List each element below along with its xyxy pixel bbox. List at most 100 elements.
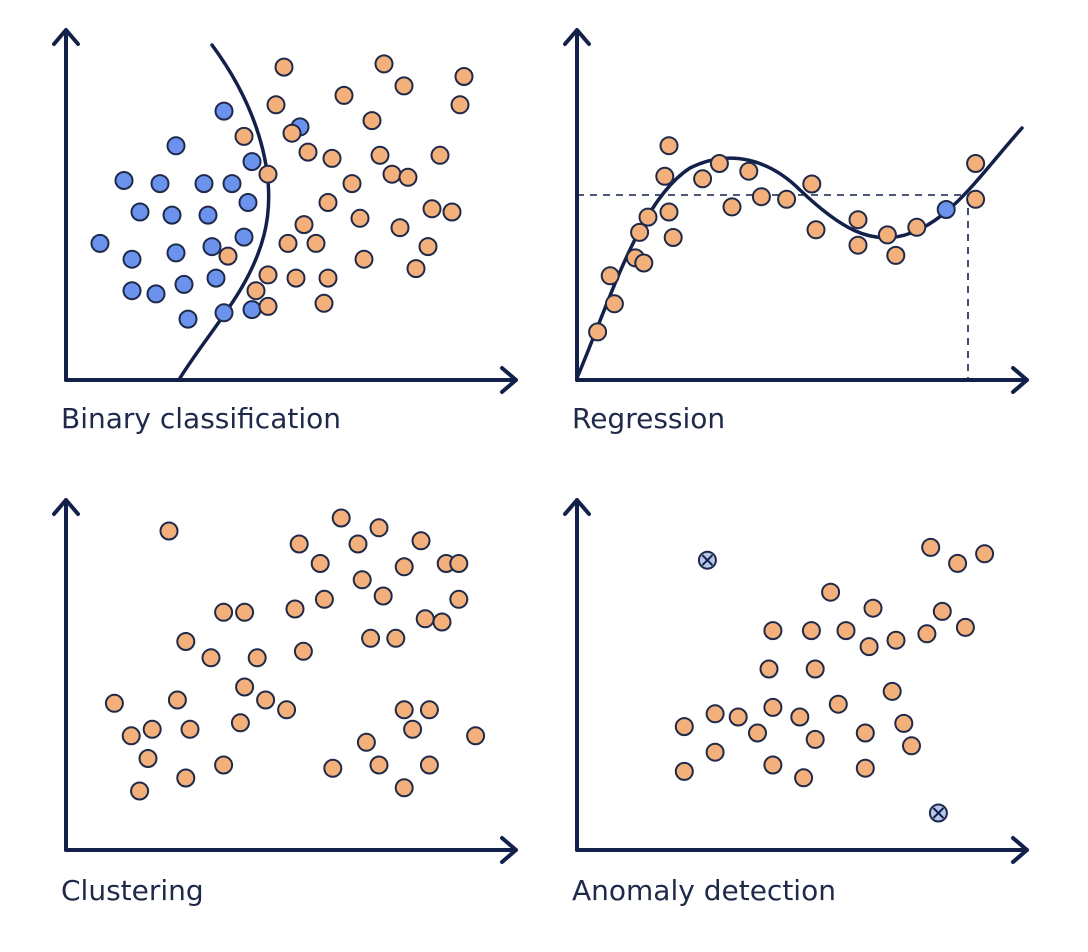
binary-point-orange-42: [334, 85, 354, 105]
clustering-point-orange-4: [130, 781, 150, 801]
clustering-point-orange-25: [348, 534, 368, 554]
binary-point-orange-54: [418, 237, 438, 257]
regression-y-axis: [563, 28, 591, 382]
binary-point-orange-53: [406, 259, 426, 279]
anomaly-caption: Anomaly detection: [572, 874, 836, 907]
regression-point-orange-5: [638, 207, 658, 227]
regression-point-orange-14: [739, 161, 759, 181]
binary-point-orange-48: [374, 54, 394, 74]
decision-boundary: [178, 43, 271, 380]
anomaly-point-orange-19: [855, 758, 875, 778]
regression-point-orange-15: [751, 187, 771, 207]
binary-point-orange-30: [258, 296, 278, 316]
anomaly-point-orange-23: [886, 630, 906, 650]
clustering-point-orange-15: [247, 648, 267, 668]
clustering-caption: Clustering: [61, 874, 204, 907]
panel-clustering: Clustering: [52, 498, 518, 907]
binary-point-blue-3: [122, 249, 142, 269]
clustering-point-orange-43: [403, 719, 423, 739]
panel-anomaly-detection: Anomaly detection: [563, 498, 1029, 907]
clustering-point-orange-35: [432, 612, 452, 632]
binary-point-orange-45: [354, 249, 374, 269]
anomaly-point-orange-11: [790, 707, 810, 727]
clustering-point-orange-21: [289, 534, 309, 554]
regression-point-orange-0: [588, 322, 608, 342]
clustering-point-orange-12: [230, 713, 250, 733]
clustering-point-orange-42: [419, 755, 439, 775]
clustering-point-orange-14: [235, 602, 255, 622]
binary-point-blue-14: [202, 237, 222, 257]
regression-point-orange-20: [848, 235, 868, 255]
clustering-point-orange-46: [449, 554, 469, 573]
regression-point-orange-4: [630, 222, 650, 242]
binary-point-blue-7: [166, 136, 186, 156]
binary-point-blue-21: [242, 152, 262, 172]
anomaly-point-orange-2: [705, 742, 725, 762]
clustering-point-orange-37: [323, 758, 343, 778]
anomaly-y-axis: [563, 498, 591, 852]
binary-point-blue-12: [194, 174, 214, 194]
anomaly-point-orange-8: [759, 659, 779, 679]
anomaly-points: [674, 537, 995, 823]
clustering-point-orange-31: [394, 557, 414, 577]
regression-point-orange-17: [802, 174, 822, 194]
clustering-point-orange-9: [201, 648, 221, 668]
binary-point-blue-22: [242, 300, 262, 320]
anomaly-point-orange-7: [763, 755, 783, 775]
regression-curve: [575, 126, 1024, 380]
clustering-point-orange-27: [361, 628, 381, 648]
binary-point-orange-26: [246, 281, 266, 301]
binary-point-orange-44: [350, 208, 370, 228]
binary-point-orange-57: [442, 202, 462, 222]
anomaly-point-orange-22: [882, 681, 902, 701]
binary-point-orange-52: [398, 167, 418, 187]
regression-point-orange-9: [655, 166, 675, 186]
binary-point-orange-56: [430, 145, 450, 165]
clustering-point-orange-20: [293, 641, 313, 661]
anomaly-point-orange-20: [859, 637, 879, 657]
binary-point-orange-59: [454, 67, 474, 86]
clustering-point-orange-36: [449, 589, 469, 609]
binary-point-orange-34: [286, 268, 306, 288]
binary-point-orange-46: [362, 111, 382, 131]
panel-regression: Regression: [563, 28, 1029, 435]
binary-y-axis: [52, 28, 80, 382]
clustering-point-orange-39: [369, 755, 389, 775]
clustering-point-orange-17: [256, 690, 276, 710]
anomaly-point-orange-12: [805, 729, 825, 749]
regression-point-orange-10: [659, 136, 679, 156]
anomaly-point-orange-24: [894, 713, 914, 733]
regression-point-orange-23: [907, 217, 927, 237]
anomaly-point-orange-16: [828, 694, 848, 714]
regression-point-orange-7: [663, 228, 683, 247]
clustering-point-orange-19: [285, 599, 305, 619]
binary-point-blue-20: [238, 193, 258, 212]
clustering-points: [104, 508, 486, 801]
binary-point-blue-0: [90, 233, 110, 253]
binary-x-axis: [64, 366, 518, 394]
anomaly-point-orange-13: [805, 659, 825, 679]
anomaly-point-orange-4: [728, 707, 748, 727]
binary-point-orange-31: [258, 265, 278, 285]
anomaly-point-orange-17: [836, 621, 856, 641]
anomaly-point-orange-29: [921, 537, 941, 557]
binary-point-orange-28: [266, 95, 286, 115]
regression-caption: Regression: [572, 402, 725, 435]
clustering-point-orange-2: [121, 726, 141, 746]
anomaly-point-orange-26: [917, 624, 937, 644]
regression-points: [588, 136, 986, 342]
binary-point-orange-25: [234, 126, 254, 146]
binary-point-orange-50: [390, 218, 410, 238]
clustering-point-orange-11: [235, 677, 255, 697]
binary-point-orange-47: [370, 145, 390, 165]
regression-point-orange-21: [877, 225, 897, 245]
anomaly-point-orange-21: [863, 598, 883, 618]
anomaly-point-orange-14: [801, 621, 821, 641]
clustering-point-orange-22: [310, 554, 330, 573]
clustering-point-orange-33: [411, 531, 431, 551]
anomaly-point-orange-30: [955, 617, 975, 637]
anomaly-point-orange-10: [794, 768, 814, 788]
regression-point-orange-1: [604, 294, 624, 314]
clustering-point-orange-0: [159, 521, 179, 541]
